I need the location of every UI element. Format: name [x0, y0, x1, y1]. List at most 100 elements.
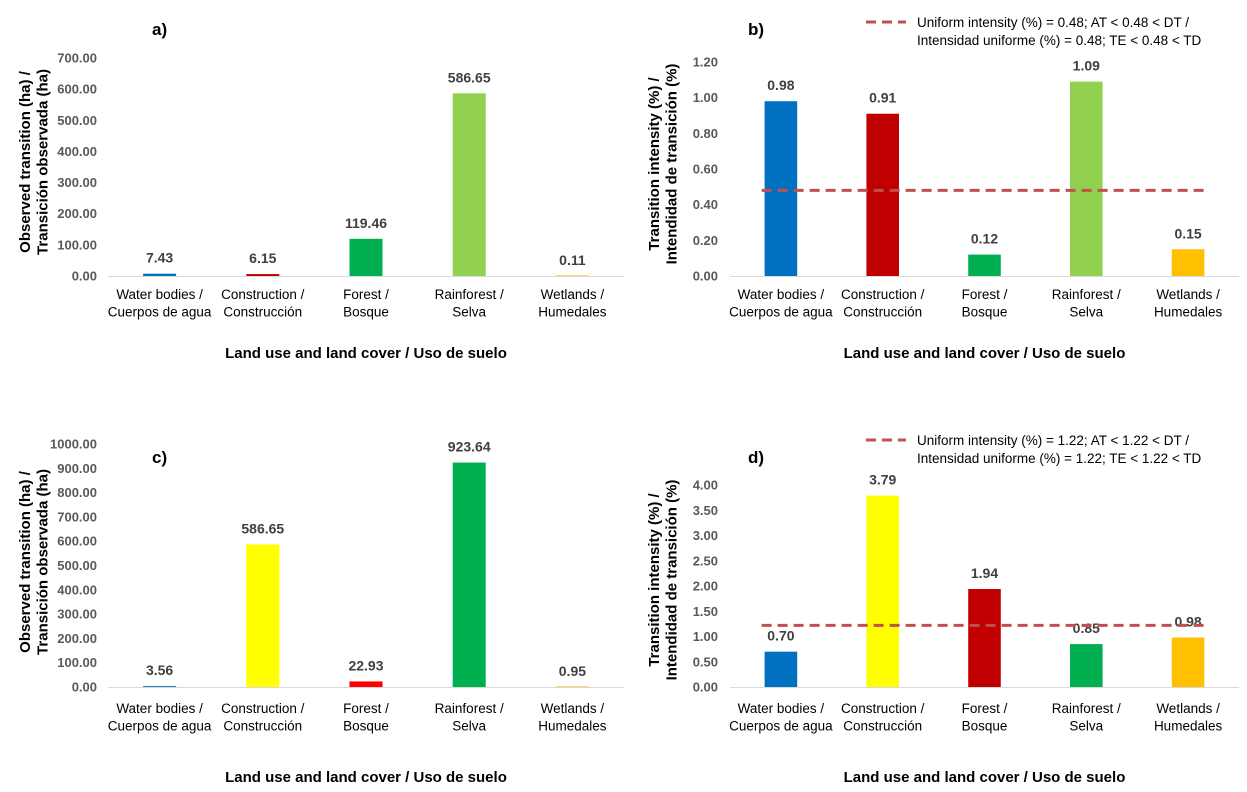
category-label: Water bodies / Cuerpos de agua	[108, 287, 212, 320]
category-label: Wetlands / Humedales	[1154, 701, 1223, 734]
y-tick-label: 200.00	[57, 631, 97, 646]
category-label-line: Rainforest /	[435, 701, 504, 716]
category-label-line: Cuerpos de agua	[108, 719, 212, 734]
category-label-line: Construction /	[841, 701, 925, 716]
data-label: 1.94	[971, 565, 998, 581]
legend-text-line: Uniform intensity (%) = 1.22; AT < 1.22 …	[917, 433, 1189, 448]
category-label: Rainforest / Selva	[435, 287, 504, 320]
category-label-line: Rainforest /	[1052, 701, 1121, 716]
category-label-line: Bosque	[343, 719, 389, 734]
data-label: 0.91	[869, 90, 896, 106]
x-axis-title: Land use and land cover / Uso de suelo	[225, 769, 507, 786]
y-tick-label: 0.80	[693, 126, 718, 141]
y-tick-label: 700.00	[57, 51, 97, 66]
category-label: Forest / Bosque	[962, 701, 1008, 734]
category-label-line: Humedales	[1154, 305, 1223, 320]
panel-label: d)	[748, 448, 764, 467]
y-axis-title: Transition intensity (%) /Intendidad de …	[646, 64, 680, 265]
category-label-line: Wetlands /	[1156, 701, 1220, 716]
y-axis-title-line: Observed transition (ha) /	[17, 70, 34, 253]
data-label: 0.15	[1174, 225, 1201, 241]
category-label: Water bodies / Cuerpos de agua	[729, 287, 833, 320]
y-tick-label: 100.00	[57, 655, 97, 670]
category-label-line: Forest /	[962, 701, 1008, 716]
category-label-line: Wetlands /	[541, 287, 605, 302]
y-tick-label: 0.60	[693, 162, 718, 177]
y-tick-label: 4.00	[693, 478, 718, 493]
category-label: Construction / Construcción	[841, 701, 925, 734]
data-label: 0.85	[1073, 620, 1100, 636]
y-tick-label: 0.00	[72, 269, 97, 284]
y-tick-label: 3.00	[693, 528, 718, 543]
data-label: 586.65	[448, 69, 491, 85]
category-label: Forest / Bosque	[343, 287, 389, 320]
legend-text: Uniform intensity (%) = 0.48; AT < 0.48 …	[917, 15, 1202, 48]
bar	[1171, 249, 1205, 276]
y-tick-label: 1.00	[693, 90, 718, 105]
y-tick-label: 100.00	[57, 237, 97, 252]
data-label: 0.70	[767, 628, 794, 644]
y-axis-title-line: Transition intensity (%) /	[646, 76, 663, 250]
y-tick-label: 600.00	[57, 534, 97, 549]
y-tick-label: 2.00	[693, 579, 718, 594]
data-label: 586.65	[241, 520, 284, 536]
legend-text: Uniform intensity (%) = 1.22; AT < 1.22 …	[917, 433, 1202, 466]
chart-panel-c: c) 0.00 100.00 200.00 300.00 400.00 500.00 600.…	[17, 437, 624, 786]
category-label: Water bodies / Cuerpos de agua	[729, 701, 833, 734]
category-label-line: Construction /	[221, 287, 305, 302]
bar	[764, 651, 798, 687]
x-axis-title: Land use and land cover / Uso de suelo	[844, 345, 1126, 362]
panel-label: b)	[748, 20, 764, 39]
y-tick-label: 600.00	[57, 82, 97, 97]
category-label-line: Selva	[452, 305, 486, 320]
category-label-line: Cuerpos de agua	[729, 719, 833, 734]
bar	[143, 686, 177, 687]
y-tick-label: 300.00	[57, 175, 97, 190]
category-label-line: Forest /	[343, 701, 389, 716]
y-tick-label: 500.00	[57, 113, 97, 128]
y-tick-label: 1.20	[693, 55, 718, 70]
data-label: 3.79	[869, 472, 896, 488]
data-label: 0.11	[559, 252, 586, 268]
chart-panel-a: a) 0.00 100.00 200.00 300.00 400.00 500.00 600.…	[17, 20, 624, 362]
bar	[968, 254, 1001, 276]
bar	[452, 93, 486, 276]
category-label: Forest / Bosque	[343, 701, 389, 734]
category-label-line: Construcción	[223, 719, 302, 734]
category-label: Construction / Construcción	[221, 287, 305, 320]
y-tick-label: 3.50	[693, 503, 718, 518]
category-label-line: Bosque	[962, 719, 1008, 734]
bar	[555, 686, 589, 687]
category-label-line: Humedales	[538, 719, 607, 734]
data-label: 3.56	[146, 662, 173, 678]
panel-label: a)	[152, 20, 167, 39]
y-tick-label: 0.20	[693, 233, 718, 248]
category-label: Rainforest / Selva	[1052, 287, 1121, 320]
legend-text-line: Intensidad uniforme (%) = 0.48; TE < 0.4…	[917, 33, 1202, 48]
category-label-line: Forest /	[962, 287, 1008, 302]
x-axis-title: Land use and land cover / Uso de suelo	[844, 769, 1126, 786]
category-label-line: Construction /	[221, 701, 305, 716]
category-label-line: Rainforest /	[1052, 287, 1121, 302]
legend-text-line: Uniform intensity (%) = 0.48; AT < 0.48 …	[917, 15, 1189, 30]
category-label-line: Construcción	[843, 719, 922, 734]
legend-text-line: Intensidad uniforme (%) = 1.22; TE < 1.2…	[917, 451, 1202, 466]
bar	[246, 274, 280, 276]
category-label: Wetlands / Humedales	[538, 287, 607, 320]
bar	[246, 544, 280, 687]
category-label-line: Selva	[452, 719, 486, 734]
category-label: Rainforest / Selva	[1052, 701, 1121, 734]
category-label-line: Forest /	[343, 287, 389, 302]
category-label-line: Selva	[1069, 719, 1103, 734]
bar	[968, 589, 1001, 687]
bar	[349, 681, 383, 687]
category-label-line: Bosque	[962, 305, 1008, 320]
y-tick-label: 1.50	[693, 604, 718, 619]
category-label-line: Water bodies /	[116, 701, 203, 716]
y-tick-label: 800.00	[57, 485, 97, 500]
category-label: Water bodies / Cuerpos de agua	[108, 701, 212, 734]
y-tick-label: 0.40	[693, 197, 718, 212]
category-label-line: Rainforest /	[435, 287, 504, 302]
y-axis-title-line: Observed transition (ha) /	[17, 470, 34, 653]
data-label: 119.46	[345, 215, 387, 231]
